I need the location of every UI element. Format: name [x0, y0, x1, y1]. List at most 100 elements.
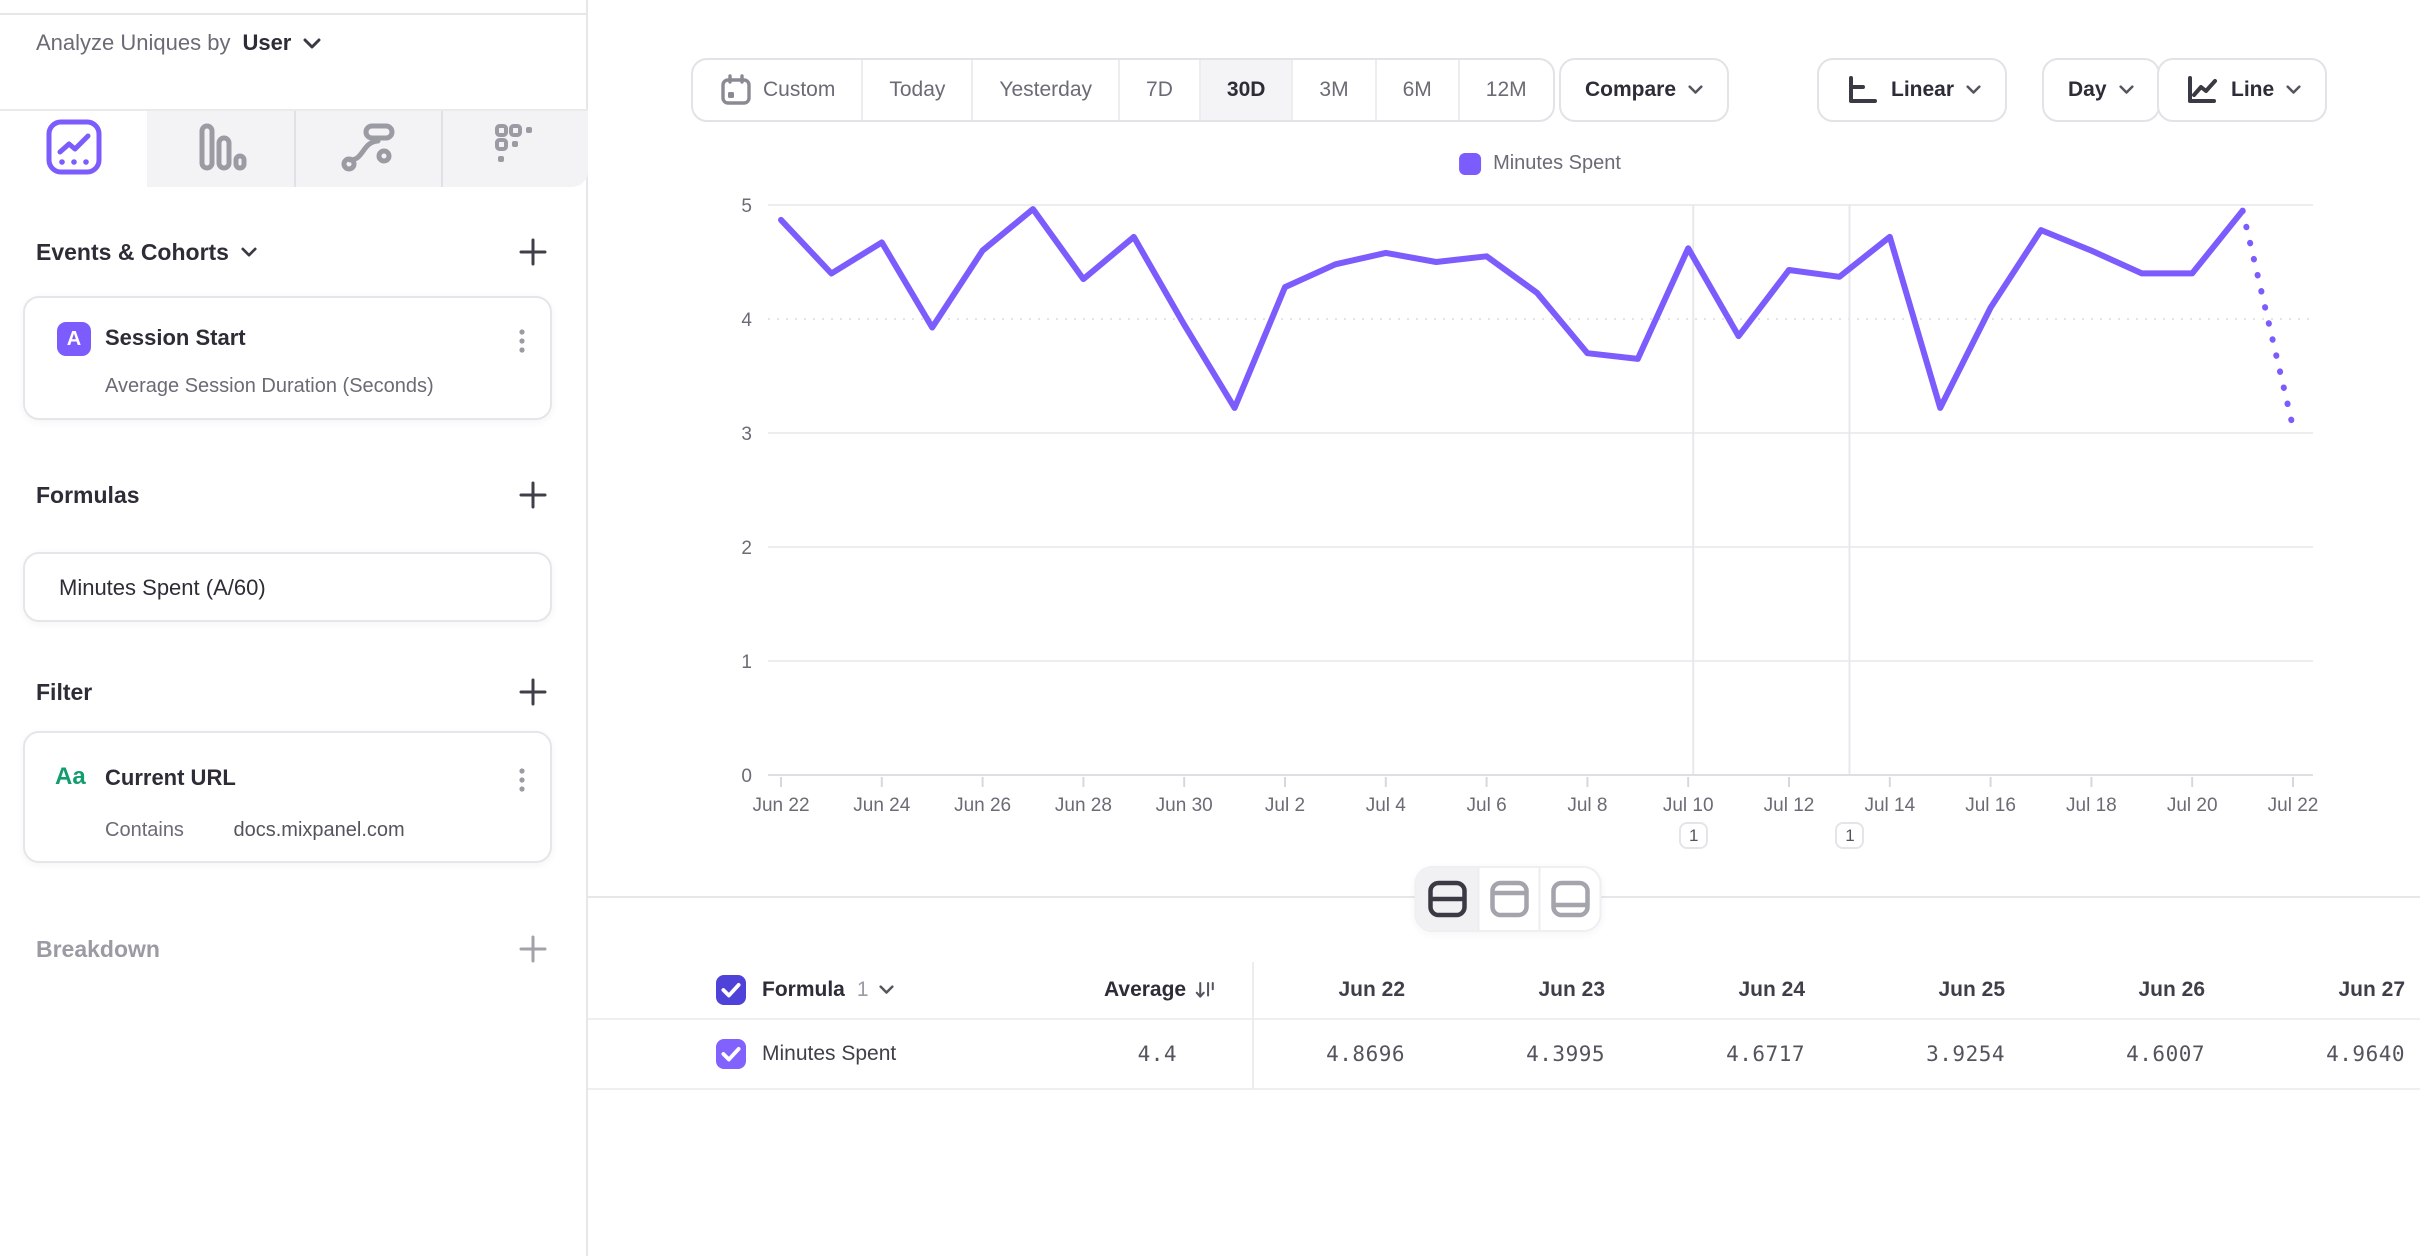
select-all-checkbox[interactable] — [716, 975, 746, 1005]
filter-value: docs.mixpanel.com — [233, 819, 405, 841]
x-tick-label: Jun 30 — [1156, 795, 1213, 816]
breakdown-header: Breakdown — [36, 927, 552, 971]
results-table: Formula 1 Average Jun 22 Jun 23 Jun 24 Jun … — [588, 962, 2420, 1090]
date-column-header[interactable]: Jun 27 — [2338, 978, 2405, 1001]
range-label: Custom — [763, 78, 836, 101]
x-tick-label: Jun 24 — [853, 795, 910, 816]
series-value-cell: 3.9254 — [1926, 1042, 2005, 1066]
series-checkbox[interactable] — [716, 1039, 746, 1069]
series-color-swatch — [1459, 152, 1482, 175]
sidebar-top-divider — [0, 13, 586, 15]
range-today[interactable]: Today — [861, 60, 971, 120]
events-cohorts-title-group[interactable]: Events & Cohorts — [36, 239, 257, 266]
formulas-title: Formulas — [36, 481, 140, 508]
range-label: Today — [889, 78, 946, 101]
annotation-badge[interactable]: 1 — [1835, 822, 1865, 849]
chart-type-button[interactable]: Line — [2157, 58, 2328, 122]
range-6m[interactable]: 6M — [1374, 60, 1458, 120]
x-tick-label: Jun 28 — [1055, 795, 1112, 816]
filter-card-current-url[interactable]: Aa Current URL Contains docs.mixpanel.co… — [23, 731, 552, 863]
chart-legend[interactable]: Minutes Spent — [1459, 152, 1621, 175]
add-filter-button[interactable] — [514, 673, 552, 711]
date-range-control: Custom Today Yesterday 7D 30D 3M 6M 12M — [691, 58, 1555, 122]
add-breakdown-button[interactable] — [514, 930, 552, 968]
range-label: 3M — [1319, 78, 1349, 101]
event-card-session-start[interactable]: A Session Start Average Session Duration… — [23, 296, 552, 420]
layout-toggle-group — [1414, 866, 1602, 932]
range-label: Yesterday — [999, 78, 1093, 101]
group-selector[interactable]: Formula 1 — [762, 978, 894, 1002]
flows-icon — [336, 114, 402, 185]
series-average-value: 4.4 — [1137, 1042, 1177, 1066]
range-yesterday[interactable]: Yesterday — [971, 60, 1118, 120]
tab-bar-chart[interactable] — [147, 111, 294, 187]
x-tick-label: Jul 14 — [1864, 795, 1915, 816]
chevron-down-icon — [2286, 85, 2301, 94]
compare-button[interactable]: Compare — [1559, 58, 1730, 122]
chevron-down-icon — [1966, 85, 1981, 94]
chart-only-toggle[interactable] — [1477, 868, 1539, 930]
y-tick-label: 1 — [741, 652, 752, 673]
split-view-toggle[interactable] — [1416, 868, 1478, 930]
event-title: Session Start — [105, 325, 246, 350]
sort-icon — [1195, 981, 1214, 998]
tab-flows[interactable] — [294, 111, 441, 187]
calendar-icon — [721, 74, 751, 105]
events-cohorts-header: Events & Cohorts — [36, 230, 552, 274]
chevron-down-icon — [241, 247, 257, 256]
formula-expression: Minutes Spent (A/60) — [59, 575, 266, 600]
series-line — [778, 206, 2246, 411]
chevron-down-icon — [1688, 85, 1703, 94]
y-tick-label: 2 — [741, 538, 752, 559]
formula-card[interactable]: Minutes Spent (A/60) — [23, 552, 552, 622]
x-tick-label: Jul 20 — [2167, 795, 2218, 816]
bottom-panel-icon — [1550, 880, 1590, 918]
tab-insights[interactable] — [0, 111, 147, 187]
event-aggregation[interactable]: Average Session Duration (Seconds) — [105, 375, 434, 397]
y-tick-label: 0 — [741, 766, 752, 787]
series-value-cell: 4.3995 — [1526, 1042, 1605, 1066]
date-column-header[interactable]: Jun 26 — [2138, 978, 2205, 1001]
kebab-menu-icon[interactable] — [514, 763, 530, 804]
range-12m[interactable]: 12M — [1457, 60, 1553, 120]
chevron-down-icon — [303, 30, 321, 56]
breakdown-title: Breakdown — [36, 935, 160, 962]
range-custom[interactable]: Custom — [693, 60, 861, 120]
x-tick-label: Jul 22 — [2268, 795, 2319, 816]
add-event-button[interactable] — [514, 233, 552, 271]
y-tick-label: 3 — [741, 424, 752, 445]
annotation-badge[interactable]: 1 — [1679, 822, 1709, 849]
interval-label: Day — [2068, 78, 2107, 101]
table-header-row: Formula 1 Average Jun 22 Jun 23 Jun 24 Jun … — [588, 962, 2420, 1020]
event-letter-badge: A — [57, 322, 91, 356]
date-column-header[interactable]: Jun 23 — [1538, 978, 1605, 1001]
kebab-menu-icon[interactable] — [514, 324, 530, 365]
series-value-cell: 4.9640 — [2326, 1042, 2405, 1066]
query-builder-sidebar: Analyze Uniques by User — [0, 0, 588, 1256]
add-formula-button[interactable] — [514, 476, 552, 514]
table-only-toggle[interactable] — [1538, 868, 1600, 930]
x-tick-label: Jul 2 — [1265, 795, 1305, 816]
filter-condition[interactable]: Contains docs.mixpanel.com — [105, 819, 405, 842]
x-tick-label: Jul 18 — [2066, 795, 2117, 816]
analyze-uniques-label: Analyze Uniques by — [36, 30, 231, 55]
analyze-uniques-selector[interactable]: Analyze Uniques by User — [36, 30, 321, 56]
date-column-header[interactable]: Jun 25 — [1938, 978, 2005, 1001]
interval-button[interactable]: Day — [2042, 58, 2160, 122]
date-column-header[interactable]: Jun 24 — [1738, 978, 1805, 1001]
check-icon — [721, 1047, 741, 1062]
scale-button[interactable]: Linear — [1817, 58, 2008, 122]
range-30d[interactable]: 30D — [1198, 60, 1292, 120]
tab-retention[interactable] — [441, 111, 588, 187]
average-column-header[interactable]: Average — [1104, 975, 1252, 1005]
filter-title: Filter — [36, 678, 93, 705]
filter-header: Filter — [36, 670, 552, 714]
series-value-cell: 4.8696 — [1326, 1042, 1405, 1066]
range-7d[interactable]: 7D — [1118, 60, 1199, 120]
series-value-cell: 4.6717 — [1726, 1042, 1805, 1066]
range-3m[interactable]: 3M — [1291, 60, 1374, 120]
date-column-header[interactable]: Jun 22 — [1338, 978, 1405, 1001]
range-label: 30D — [1226, 78, 1266, 101]
visualization-tabbar — [0, 109, 588, 187]
events-cohorts-title: Events & Cohorts — [36, 238, 229, 265]
